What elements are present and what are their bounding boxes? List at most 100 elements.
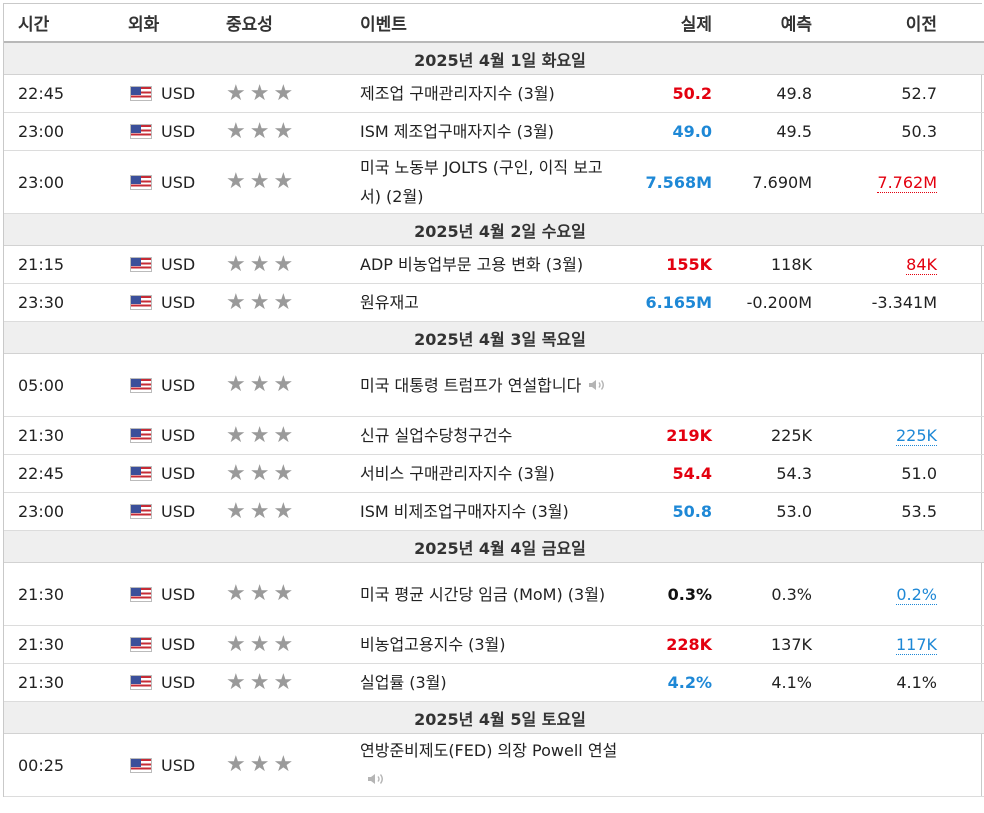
event-row[interactable]: 21:15 USD ★ ★ ★ ADP 비농업부문 고용 변화 (3월) 155K 118K 8… [4, 245, 984, 284]
header-currency[interactable]: 외화 [128, 4, 226, 43]
header-event[interactable]: 이벤트 [360, 4, 626, 43]
event-cell[interactable]: 연방준비제도(FED) 의장 Powell 연설 [360, 733, 626, 797]
day-label: 2025년 4월 4일 금요일 [4, 530, 984, 563]
header-previous[interactable]: 이전 [812, 4, 984, 43]
event-name[interactable]: 비농업고용지수 (3월) [360, 635, 506, 654]
event-actual: 54.4 [672, 464, 712, 483]
event-cell[interactable]: 신규 실업수당청구건수 [360, 416, 626, 455]
event-forecast: 225K [770, 426, 812, 445]
event-name[interactable]: 연방준비제도(FED) 의장 Powell 연설 [360, 741, 618, 760]
event-row[interactable]: 05:00 USD ★ ★ ★ 미국 대통령 트럼프가 연설합니다 [4, 353, 984, 417]
event-cell[interactable]: 미국 대통령 트럼프가 연설합니다 [360, 353, 626, 417]
event-cell[interactable]: 실업률 (3월) [360, 663, 626, 702]
event-name[interactable]: 실업률 (3월) [360, 673, 447, 692]
event-time: 21:30 [4, 416, 128, 455]
event-currency: USD [161, 673, 196, 692]
event-name[interactable]: ISM 비제조업구매자지수 (3월) [360, 502, 569, 521]
event-row[interactable]: 22:45 USD ★ ★ ★ 서비스 구매관리자지수 (3월) 54.4 54.3 51.0 [4, 454, 984, 493]
us-flag-icon [130, 377, 152, 393]
event-cell[interactable]: 서비스 구매관리자지수 (3월) [360, 454, 626, 493]
star-icon: ★ [273, 118, 294, 144]
event-previous[interactable]: 7.762M [877, 172, 937, 193]
event-row[interactable]: 00:25 USD ★ ★ ★ 연방준비제도(FED) 의장 Powell 연설 [4, 733, 984, 797]
importance-stars: ★ ★ ★ [226, 500, 360, 523]
event-currency-cell: USD [128, 416, 226, 455]
event-previous[interactable]: 225K [895, 426, 937, 446]
event-previous: 53.5 [901, 502, 937, 521]
event-previous: 51.0 [901, 464, 937, 483]
event-currency-cell: USD [128, 733, 226, 797]
event-row[interactable]: 23:00 USD ★ ★ ★ 미국 노동부 JOLTS (구인, 이직 보고서) (2월… [4, 150, 984, 214]
event-actual: 50.8 [672, 502, 712, 521]
importance-stars: ★ ★ ★ [226, 462, 360, 485]
event-cell[interactable]: ADP 비농업부문 고용 변화 (3월) [360, 245, 626, 284]
forecast-cell: 54.3 [712, 454, 812, 493]
event-cell[interactable]: 비농업고용지수 (3월) [360, 625, 626, 664]
header-time[interactable]: 시간 [4, 4, 128, 43]
us-flag-icon [130, 174, 152, 190]
event-previous: 52.7 [901, 84, 937, 103]
previous-cell: 7.762M [812, 150, 984, 214]
event-name[interactable]: 미국 대통령 트럼프가 연설합니다 [360, 375, 582, 395]
event-name[interactable]: ISM 제조업구매자지수 (3월) [360, 122, 554, 141]
event-previous[interactable]: 0.2% [896, 584, 937, 605]
event-name[interactable]: 원유재고 [360, 293, 419, 312]
event-currency-cell: USD [128, 150, 226, 214]
event-row[interactable]: 21:30 USD ★ ★ ★ 미국 평균 시간당 임금 (MoM) (3월) 0.3% 0.… [4, 562, 984, 626]
star-icon: ★ [273, 631, 294, 657]
event-cell[interactable]: ISM 제조업구매자지수 (3월) [360, 112, 626, 151]
event-name[interactable]: 제조업 구매관리자지수 (3월) [360, 84, 555, 103]
actual-cell: 50.8 [626, 492, 712, 531]
star-icon: ★ [249, 118, 270, 144]
event-row[interactable]: 21:30 USD ★ ★ ★ 신규 실업수당청구건수 219K 225K 225K [4, 416, 984, 455]
event-cell[interactable]: ISM 비제조업구매자지수 (3월) [360, 492, 626, 531]
table-header: 시간 외화 중요성 이벤트 실제 예측 이전 [4, 4, 984, 43]
event-time: 23:00 [4, 492, 128, 531]
star-icon: ★ [249, 669, 270, 695]
actual-cell: 7.568M [626, 150, 712, 214]
actual-cell [626, 353, 712, 417]
header-actual[interactable]: 실제 [626, 4, 712, 43]
event-cell[interactable]: 미국 노동부 JOLTS (구인, 이직 보고서) (2월) [360, 150, 626, 214]
event-row[interactable]: 23:00 USD ★ ★ ★ ISM 제조업구매자지수 (3월) 49.0 49.5 50.3 [4, 112, 984, 151]
event-name[interactable]: 미국 노동부 JOLTS (구인, 이직 보고서) (2월) [360, 158, 603, 206]
importance-cell: ★ ★ ★ [226, 733, 360, 797]
event-currency-cell: USD [128, 353, 226, 417]
header-importance[interactable]: 중요성 [226, 4, 360, 43]
event-name[interactable]: 서비스 구매관리자지수 (3월) [360, 464, 555, 483]
event-cell[interactable]: 제조업 구매관리자지수 (3월) [360, 74, 626, 113]
day-header-row: 2025년 4월 3일 목요일 [4, 321, 984, 354]
star-icon: ★ [249, 422, 270, 448]
event-name[interactable]: 미국 평균 시간당 임금 (MoM) (3월) [360, 584, 606, 604]
importance-cell: ★ ★ ★ [226, 245, 360, 284]
event-currency-cell: USD [128, 112, 226, 151]
star-icon: ★ [249, 80, 270, 106]
event-row[interactable]: 23:30 USD ★ ★ ★ 원유재고 6.165M -0.200M -3.341M [4, 283, 984, 322]
event-name[interactable]: ADP 비농업부문 고용 변화 (3월) [360, 255, 584, 274]
calendar-table: 시간 외화 중요성 이벤트 실제 예측 이전 2025년 4월 1일 화요일 22… [4, 4, 984, 797]
importance-cell: ★ ★ ★ [226, 625, 360, 664]
event-time: 21:30 [4, 663, 128, 702]
event-row[interactable]: 21:30 USD ★ ★ ★ 비농업고용지수 (3월) 228K 137K 117K [4, 625, 984, 664]
event-previous: 50.3 [901, 122, 937, 141]
event-name[interactable]: 신규 실업수당청구건수 [360, 426, 513, 445]
event-time: 21:15 [4, 245, 128, 284]
event-previous[interactable]: 117K [895, 635, 937, 655]
event-previous[interactable]: 84K [906, 255, 937, 275]
header-forecast[interactable]: 예측 [712, 4, 812, 43]
event-cell[interactable]: 원유재고 [360, 283, 626, 322]
forecast-cell: -0.200M [712, 283, 812, 322]
importance-cell: ★ ★ ★ [226, 283, 360, 322]
event-time: 23:30 [4, 283, 128, 322]
star-icon: ★ [273, 422, 294, 448]
star-icon: ★ [226, 372, 246, 397]
star-icon: ★ [273, 80, 294, 106]
event-cell[interactable]: 미국 평균 시간당 임금 (MoM) (3월) [360, 562, 626, 626]
event-row[interactable]: 21:30 USD ★ ★ ★ 실업률 (3월) 4.2% 4.1% 4.1% [4, 663, 984, 702]
event-row[interactable]: 23:00 USD ★ ★ ★ ISM 비제조업구매자지수 (3월) 50.8 53.0 53.… [4, 492, 984, 531]
event-actual: 50.2 [672, 84, 712, 103]
event-row[interactable]: 22:45 USD ★ ★ ★ 제조업 구매관리자지수 (3월) 50.2 49.8 52.7 [4, 74, 984, 113]
event-currency-cell: USD [128, 245, 226, 284]
event-forecast: 4.1% [771, 673, 812, 692]
forecast-cell: 0.3% [712, 562, 812, 626]
